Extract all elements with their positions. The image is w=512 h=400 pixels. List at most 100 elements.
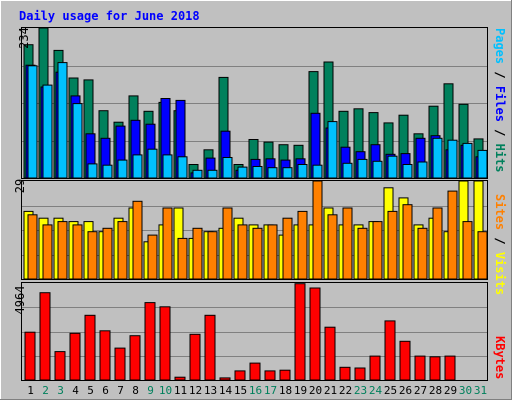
kbytes-bar (144, 302, 156, 381)
pages-bar (57, 62, 68, 179)
pages-bar (342, 162, 353, 179)
day-label: 8 (132, 384, 139, 397)
kbytes-bar (174, 376, 186, 381)
day-label: 19 (294, 384, 307, 397)
pages-bar (192, 169, 203, 179)
sites-bar (102, 227, 113, 280)
pages-bar (417, 161, 428, 179)
legend-pages-files-hits: Pages / Files / Hits (493, 28, 507, 173)
sites-bar (447, 190, 458, 280)
day-label: 23 (354, 384, 367, 397)
legend-files: Files (493, 86, 507, 122)
pages-bar (267, 167, 278, 179)
sites-bar (42, 224, 53, 280)
day-label: 3 (57, 384, 64, 397)
sites-bar (462, 221, 473, 280)
day-label: 10 (159, 384, 172, 397)
sites-bar (432, 207, 443, 280)
day-label: 29 (444, 384, 457, 397)
kbytes-bar (99, 330, 111, 381)
kbytes-bar (294, 283, 306, 381)
legend-sep-3: / (493, 230, 507, 252)
pages-bar (357, 158, 368, 179)
day-label: 16 (249, 384, 262, 397)
sites-bar (192, 227, 203, 280)
pages-bar (387, 155, 398, 179)
kbytes-bar (354, 367, 366, 381)
kbytes-bar (429, 356, 441, 381)
pages-bar (402, 164, 413, 179)
day-label: 22 (339, 384, 352, 397)
day-label: 14 (219, 384, 233, 397)
sites-bar (237, 224, 248, 280)
chart-title: Daily usage for June 2018 (19, 9, 200, 23)
sites-bar (132, 200, 143, 280)
day-label: 4 (72, 384, 79, 397)
legend-visits: Visits (493, 252, 507, 295)
legend-sites-visits: Sites / Visits (493, 194, 507, 295)
sites-bar (342, 207, 353, 280)
kbytes-bar (129, 335, 141, 381)
kbytes-bar (444, 355, 456, 381)
kbytes-bar (369, 355, 381, 381)
pages-bar (432, 137, 443, 179)
day-label: 5 (87, 384, 94, 397)
sites-bar (417, 227, 428, 280)
day-label: 28 (429, 384, 442, 397)
pages-bar (252, 166, 263, 179)
sites-bar (267, 224, 278, 280)
pages-bar (312, 164, 323, 179)
pages-bar (447, 139, 458, 179)
sites-bar (162, 207, 173, 280)
legend-hits: Hits (493, 144, 507, 173)
pages-bar (27, 65, 38, 179)
sites-bar (297, 210, 308, 280)
sites-bar (207, 231, 218, 280)
pages-bar (207, 169, 218, 179)
pages-bar (42, 84, 53, 179)
pages-bar (462, 142, 473, 179)
kbytes-bar (69, 332, 81, 381)
sites-bar (387, 210, 398, 280)
day-label: 24 (369, 384, 383, 397)
day-label: 21 (324, 384, 337, 397)
sites-bar (477, 231, 488, 280)
kbytes-bar (264, 370, 276, 381)
kbytes-bar (309, 287, 321, 381)
sites-bar (327, 214, 338, 280)
kbytes-bar (114, 347, 126, 381)
pages-bar (102, 164, 113, 179)
kbytes-bar (189, 333, 201, 381)
kbytes-bar (249, 362, 261, 381)
kbytes-bar (219, 377, 231, 381)
pages-bar (222, 157, 233, 179)
kbytes-bar (39, 292, 51, 381)
pages-bar (237, 166, 248, 179)
day-label: 27 (414, 384, 427, 397)
pages-bar (87, 163, 98, 179)
pages-bar (477, 149, 488, 179)
sites-bar (117, 221, 128, 280)
day-label: 20 (309, 384, 322, 397)
pages-bar (117, 159, 128, 179)
sites-bar (372, 221, 383, 280)
day-label: 7 (117, 384, 124, 397)
pages-bar (162, 154, 173, 179)
day-label: 25 (384, 384, 397, 397)
kbytes-bar (414, 355, 426, 381)
legend-sep-2: / (493, 122, 507, 144)
day-label: 9 (147, 384, 154, 397)
pages-bar (282, 167, 293, 179)
day-label: 11 (174, 384, 187, 397)
day-labels: 1 2 3 4 5 6 7 8 9 10 11 12 13 14 15 16 17 18 19 20 21 22 23 24 2… (27, 384, 487, 397)
day-label: 18 (279, 384, 292, 397)
sites-bar (402, 204, 413, 280)
day-label: 15 (234, 384, 247, 397)
legend-pages: Pages (493, 28, 507, 64)
sites-bar (72, 224, 83, 280)
day-label: 31 (474, 384, 487, 397)
kbytes-bar (399, 340, 411, 381)
sites-bar (282, 217, 293, 280)
kbytes-bar (279, 369, 291, 381)
pages-bar (297, 164, 308, 179)
